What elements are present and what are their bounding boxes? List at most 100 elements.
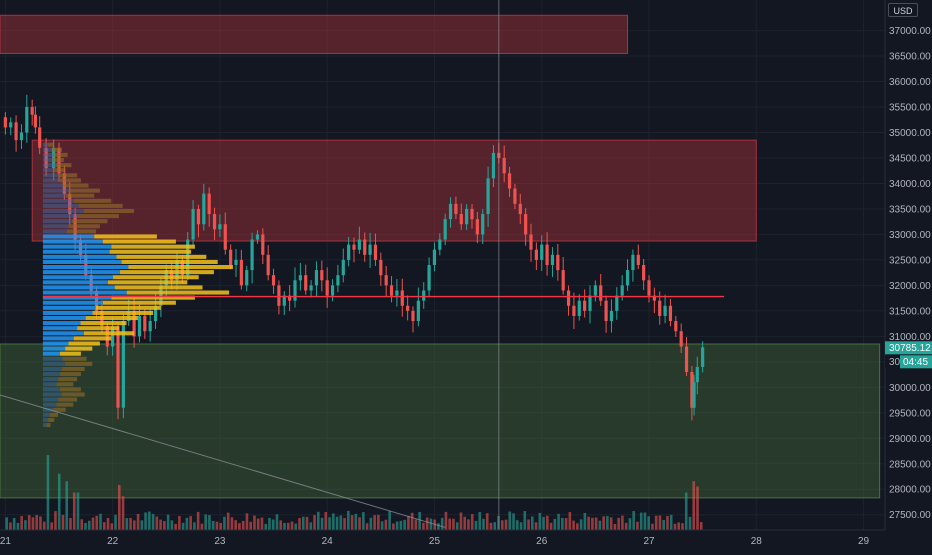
candle-body[interactable] [679, 331, 683, 347]
trend-line[interactable] [0, 394, 446, 528]
candle-body[interactable] [116, 326, 120, 408]
candle-body[interactable] [674, 321, 678, 332]
candle-body[interactable] [352, 244, 356, 250]
candle-body[interactable] [454, 203, 458, 215]
candle-body[interactable] [389, 285, 394, 296]
candle-body[interactable] [583, 300, 587, 311]
candle-body[interactable] [132, 310, 136, 337]
candle-body[interactable] [363, 239, 367, 255]
candle-body[interactable] [534, 249, 538, 260]
candle-body[interactable] [25, 107, 29, 133]
candle-body[interactable] [229, 249, 233, 265]
candle-body[interactable] [153, 305, 158, 322]
candle-body[interactable] [556, 254, 560, 271]
candle-body[interactable] [481, 214, 485, 235]
candle-body[interactable] [368, 244, 372, 255]
candle-body[interactable] [379, 259, 383, 276]
candle-body[interactable] [416, 300, 420, 322]
candle-body[interactable] [234, 259, 238, 265]
candle-body[interactable] [701, 347, 705, 367]
candle-body[interactable] [277, 285, 281, 306]
drawing-lines[interactable] [0, 0, 725, 530]
candle-body[interactable] [271, 275, 276, 286]
candle-body[interactable] [400, 290, 404, 306]
candle-body[interactable] [330, 285, 335, 296]
candle-body[interactable] [438, 239, 442, 250]
candle-body[interactable] [513, 188, 517, 204]
candle-body[interactable] [245, 270, 249, 286]
candle-body[interactable] [636, 254, 640, 265]
candle-body[interactable] [529, 234, 533, 250]
candle-body[interactable] [427, 265, 431, 291]
candle-body[interactable] [293, 280, 297, 301]
candle-body[interactable] [577, 300, 581, 316]
candle-body[interactable] [604, 300, 608, 322]
candle-body[interactable] [540, 244, 544, 260]
candle-body[interactable] [143, 315, 147, 332]
candle-body[interactable] [38, 127, 42, 148]
candle-body[interactable] [304, 275, 308, 291]
candle-body[interactable] [642, 265, 646, 281]
candle-body[interactable] [647, 280, 651, 296]
candle-body[interactable] [465, 208, 469, 225]
candle-body[interactable] [459, 214, 463, 225]
candle-body[interactable] [159, 285, 163, 306]
candle-body[interactable] [14, 122, 18, 141]
candle-body[interactable] [684, 346, 689, 373]
candle-body[interactable] [652, 295, 656, 301]
candle-body[interactable] [298, 275, 302, 281]
candle-body[interactable] [111, 326, 115, 347]
candle-body[interactable] [239, 259, 243, 286]
candle-body[interactable] [550, 254, 555, 265]
candle-body[interactable] [507, 173, 512, 189]
candle-body[interactable] [202, 193, 206, 225]
price-axis[interactable] [885, 0, 932, 550]
currency-button[interactable]: USD [888, 3, 918, 17]
candle-body[interactable] [668, 305, 673, 322]
candle-body[interactable] [432, 249, 437, 265]
candle-body[interactable] [588, 295, 592, 311]
candle-body[interactable] [411, 310, 415, 322]
candle-body[interactable] [250, 239, 254, 271]
candle-body[interactable] [255, 234, 260, 240]
candle-body[interactable] [566, 290, 571, 306]
candle-body[interactable] [572, 305, 576, 316]
candle-body[interactable] [314, 270, 319, 286]
candle-body[interactable] [288, 295, 292, 301]
candle-body[interactable] [148, 321, 152, 332]
candle-body[interactable] [486, 178, 490, 215]
candle-body[interactable] [3, 117, 7, 128]
candle-body[interactable] [470, 208, 474, 220]
candle-body[interactable] [609, 310, 614, 322]
candle-body[interactable] [593, 285, 597, 296]
candle-body[interactable] [105, 326, 109, 347]
candle-body[interactable] [448, 203, 453, 220]
candle-body[interactable] [175, 259, 179, 281]
candle-body[interactable] [406, 305, 410, 311]
candle-body[interactable] [266, 254, 270, 276]
candle-body[interactable] [545, 244, 549, 265]
time-axis[interactable] [0, 530, 932, 550]
candle-body[interactable] [347, 244, 351, 260]
candle-body[interactable] [663, 305, 667, 316]
candle-body[interactable] [191, 208, 195, 240]
candle-body[interactable] [373, 244, 378, 260]
candle-body[interactable] [561, 270, 565, 291]
candle-body[interactable] [282, 295, 286, 306]
candle-body[interactable] [223, 224, 227, 250]
candle-body[interactable] [218, 224, 222, 230]
candle-body[interactable] [395, 290, 399, 296]
candle-body[interactable] [19, 132, 24, 141]
candle-body[interactable] [491, 152, 496, 179]
candle-body[interactable] [502, 157, 506, 174]
candle-body[interactable] [196, 208, 201, 225]
candle-body[interactable] [692, 382, 696, 408]
candle-body[interactable] [443, 219, 447, 240]
candle-body[interactable] [357, 239, 361, 250]
candle-body[interactable] [518, 203, 522, 215]
candle-body[interactable] [620, 285, 624, 296]
candle-body[interactable] [336, 275, 340, 286]
candle-body[interactable] [625, 270, 630, 286]
